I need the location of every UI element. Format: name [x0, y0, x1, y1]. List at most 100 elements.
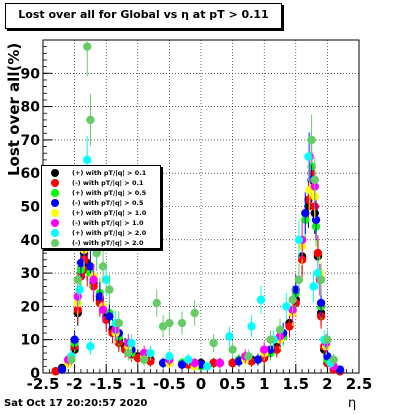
data-point [256, 295, 266, 304]
chart-title: Lost over all for Global vs η at pT > 0.… [18, 8, 269, 21]
data-point [127, 338, 136, 348]
data-point [98, 262, 108, 271]
data-point [89, 275, 98, 284]
legend-marker [51, 189, 59, 197]
data-point [307, 135, 316, 145]
legend-item: (+) with pT/|q| > 1.0 [42, 208, 160, 218]
legend-marker [51, 219, 59, 227]
legend-label: (-) with pT/|q| > 0.5 [72, 199, 144, 207]
data-point [86, 115, 95, 125]
series-7 [67, 40, 338, 366]
title-box: Lost over all for Global vs η at pT > 0.… [5, 3, 282, 29]
data-point [304, 152, 313, 161]
data-point [67, 355, 76, 364]
data-point [146, 348, 155, 358]
data-point [253, 355, 263, 364]
data-point [139, 348, 149, 358]
data-point [335, 365, 345, 374]
data-point [92, 248, 101, 258]
data-point [105, 312, 114, 321]
data-point [98, 305, 108, 314]
x-tick-label: -1.5 [90, 375, 123, 393]
data-point [291, 285, 300, 294]
legend-item: (-) with pT/|q| > 0.1 [42, 178, 160, 188]
x-tick-label: 0 [196, 375, 206, 393]
data-point [323, 352, 332, 361]
data-point [184, 355, 193, 364]
data-point [105, 285, 114, 294]
data-point [139, 355, 149, 364]
legend-label: (-) with pT/|q| > 1.0 [72, 219, 144, 227]
x-axis-label: η [348, 396, 357, 411]
data-point [146, 357, 155, 366]
legend-marker [51, 239, 59, 247]
data-point [196, 360, 206, 369]
data-point [316, 298, 326, 308]
data-point [177, 360, 187, 369]
data-point [124, 348, 133, 358]
data-point [114, 318, 124, 328]
data-point [304, 195, 313, 205]
y-tick-label: 90 [21, 66, 41, 82]
data-point [228, 358, 237, 368]
data-point [260, 345, 269, 354]
data-point [266, 345, 275, 354]
y-tick-label: 30 [21, 266, 41, 282]
legend-label: (-) with pT/|q| > 2.0 [72, 239, 144, 247]
x-tick-label: 0.5 [219, 375, 246, 393]
data-point [51, 367, 60, 376]
data-point [95, 292, 105, 301]
x-tick-label: -0.5 [153, 375, 186, 393]
data-point [165, 352, 174, 361]
y-tick-label: 10 [21, 333, 41, 349]
data-point [158, 358, 168, 368]
data-point [285, 322, 294, 331]
x-tick-label: 1 [259, 375, 269, 393]
data-point [301, 208, 310, 218]
y-tick-label: 50 [21, 200, 41, 216]
data-point [228, 345, 237, 354]
data-point [209, 358, 218, 368]
legend-label: (+) with pT/|q| > 0.5 [72, 189, 147, 197]
data-point [133, 353, 142, 363]
data-point [313, 248, 323, 258]
data-point [311, 215, 321, 225]
date-stamp: Sat Oct 17 20:20:57 2020 [4, 398, 148, 409]
legend-marker [51, 209, 59, 217]
data-point [158, 322, 168, 331]
y-tick-label: 40 [21, 233, 41, 249]
data-point [329, 355, 338, 364]
legend-item: (-) with pT/|q| > 2.0 [42, 238, 160, 248]
data-point [316, 275, 326, 284]
x-tick-label: -2.5 [27, 375, 60, 393]
data-point [73, 275, 82, 284]
data-point [75, 285, 84, 294]
data-point [102, 275, 111, 284]
data-point [177, 318, 187, 328]
data-series [51, 40, 345, 376]
data-point [57, 365, 67, 374]
legend-item: (-) with pT/|q| > 1.0 [42, 218, 160, 228]
data-point [313, 268, 323, 278]
data-point [203, 362, 212, 371]
data-point [247, 322, 256, 331]
data-point [86, 342, 95, 351]
data-point [309, 282, 318, 291]
x-tick-label: 1.5 [283, 375, 310, 393]
data-point [282, 302, 291, 311]
data-point [225, 332, 234, 341]
legend-item: (+) with pT/|q| > 2.0 [42, 228, 160, 238]
legend-marker [51, 169, 59, 177]
x-tick-label: -2 [66, 375, 83, 393]
y-tick-label: 0 [30, 366, 40, 382]
data-point [323, 335, 332, 344]
data-point [294, 235, 304, 244]
data-point [83, 155, 92, 165]
y-axis-label: Lost over all(%) [5, 42, 23, 176]
data-point [86, 262, 95, 271]
data-point [310, 175, 319, 185]
legend-label: (+) with pT/|q| > 1.0 [72, 209, 147, 217]
legend-marker [51, 229, 59, 237]
data-point [244, 352, 253, 361]
legend: (+) with pT/|q| > 0.1 (-) with pT/|q| > 0… [41, 165, 161, 249]
